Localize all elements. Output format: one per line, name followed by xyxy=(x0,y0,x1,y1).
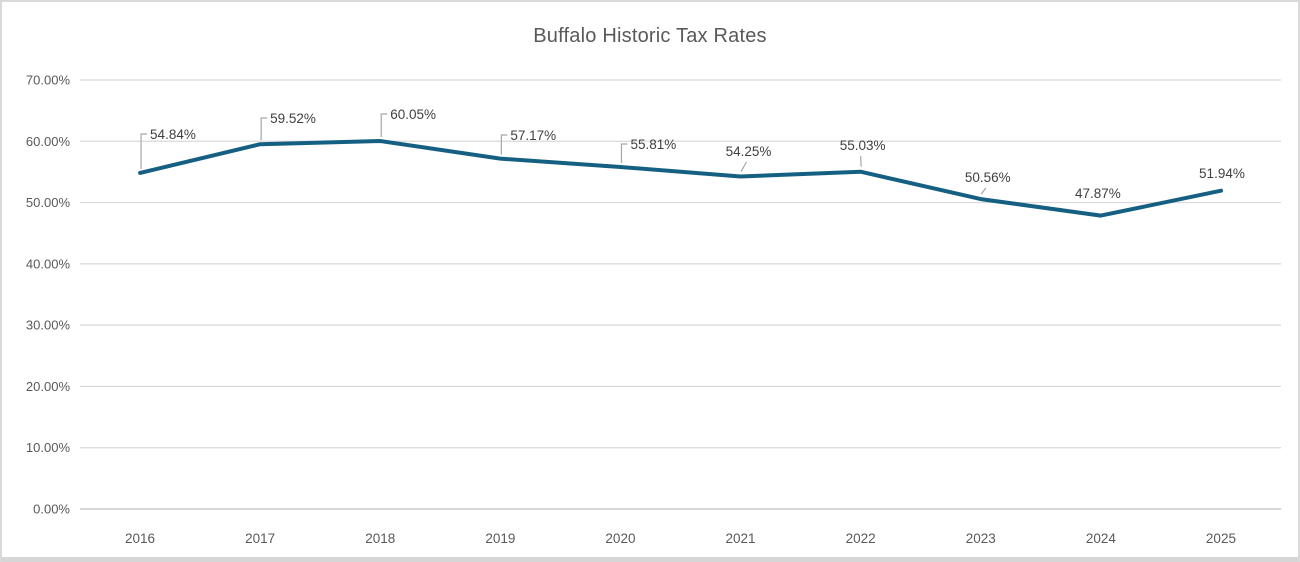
data-label-leader-line xyxy=(140,133,148,169)
data-label: 57.17% xyxy=(510,128,556,143)
data-labels-group: 54.84% 59.52% 60.05% 57.17% 55.81% 54.25% 55.0… xyxy=(150,107,1245,201)
leader-lines-group xyxy=(140,113,987,195)
y-axis-labels-group: 0.00% 10.00% 20.00% 30.00% 40.00% 50.00% 60.00… xyxy=(26,73,71,517)
data-label: 50.56% xyxy=(965,170,1011,185)
x-tick-label: 2022 xyxy=(846,531,876,546)
x-tick-label: 2025 xyxy=(1206,531,1236,546)
y-tick-label: 10.00% xyxy=(26,440,71,455)
x-tick-label: 2016 xyxy=(125,531,155,546)
y-tick-label: 20.00% xyxy=(26,379,71,394)
x-tick-label: 2018 xyxy=(365,531,395,546)
x-tick-label: 2024 xyxy=(1086,531,1117,546)
x-tick-label: 2020 xyxy=(605,531,635,546)
data-label: 59.52% xyxy=(270,111,316,126)
y-tick-label: 50.00% xyxy=(26,195,71,210)
y-tick-label: 30.00% xyxy=(26,318,71,333)
y-tick-label: 70.00% xyxy=(26,73,71,88)
data-label: 51.94% xyxy=(1199,166,1245,181)
x-tick-label: 2023 xyxy=(966,531,996,546)
y-tick-label: 60.00% xyxy=(26,134,71,149)
data-label-leader-line xyxy=(620,143,628,163)
x-tick-label: 2019 xyxy=(485,531,515,546)
y-tick-label: 0.00% xyxy=(33,502,70,517)
data-label: 47.87% xyxy=(1075,186,1121,201)
data-label-leader-line xyxy=(500,134,508,155)
y-tick-label: 40.00% xyxy=(26,256,71,271)
data-label-leader-line xyxy=(980,187,987,195)
data-label: 54.84% xyxy=(150,127,196,142)
chart-title: Buffalo Historic Tax Rates xyxy=(533,25,767,47)
series-line-tax-rate xyxy=(138,139,1223,218)
gridlines-group xyxy=(80,79,1281,510)
data-label: 54.25% xyxy=(726,144,772,159)
bottom-scrollbar-strip xyxy=(2,557,1298,562)
data-label-leader-line xyxy=(260,117,268,141)
data-label: 60.05% xyxy=(390,107,436,122)
data-label-leader-line xyxy=(860,155,862,167)
data-label: 55.81% xyxy=(630,137,676,152)
x-axis-labels-group: 2016 2017 2018 2019 2020 2021 2022 2023 2024 2025 xyxy=(125,531,1236,546)
data-label-leader-line xyxy=(380,113,388,137)
data-label-leader-line xyxy=(740,161,748,172)
data-label: 55.03% xyxy=(840,138,886,153)
x-tick-label: 2021 xyxy=(726,531,756,546)
x-tick-label: 2017 xyxy=(245,531,275,546)
